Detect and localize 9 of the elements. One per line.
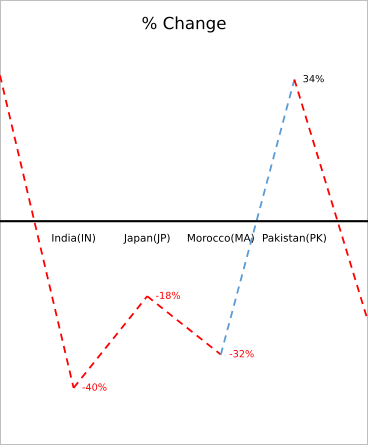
- chart-title: % Change: [142, 16, 226, 33]
- x-tick-label: India(IN): [52, 234, 95, 243]
- x-tick-label: Japan(JP): [123, 234, 170, 244]
- x-tick-label: Pakistan(PK): [262, 234, 326, 243]
- data-label: 34%: [303, 74, 324, 82]
- data-label: -18%: [156, 292, 180, 300]
- data-label: -32%: [230, 350, 254, 358]
- x-tick-label: Morocco(MA): [188, 234, 254, 243]
- data-label: -40%: [82, 383, 107, 391]
